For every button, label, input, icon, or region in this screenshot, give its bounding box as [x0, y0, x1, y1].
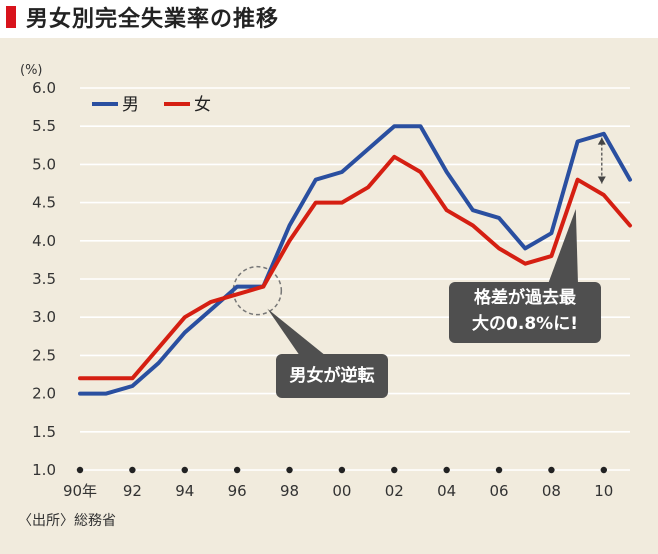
x-tick-dot [181, 466, 188, 474]
y-tick-label: 6.0 [32, 79, 56, 97]
y-tick-label: 3.5 [32, 270, 56, 288]
y-tick-label: 2.0 [32, 385, 56, 403]
legend: 男女 [92, 95, 211, 115]
x-tick-dot [233, 466, 241, 474]
gap-callout-pointer [548, 208, 578, 284]
y-tick-label: 1.5 [32, 423, 56, 441]
x-tick-label: 00 [332, 482, 351, 500]
y-axis-unit: (%) [20, 63, 43, 78]
series-lines [78, 124, 632, 396]
gridlines [80, 87, 630, 471]
crossover-callout-text: 男女が逆転 [289, 366, 375, 386]
x-tick-dot [129, 466, 136, 474]
y-tick-label: 2.5 [32, 346, 56, 364]
y-tick-label: 4.5 [32, 194, 56, 212]
x-tick-label: 06 [490, 482, 509, 500]
y-tick-label: 3.0 [32, 308, 56, 326]
x-tick-dot [391, 466, 398, 474]
annotations [232, 137, 606, 356]
y-tick-label: 5.5 [32, 117, 56, 135]
y-tick-label: 5.0 [32, 155, 56, 173]
crossover-highlight-circle [232, 265, 283, 316]
x-tick-dot [286, 466, 293, 474]
x-tick-label: 92 [123, 482, 142, 500]
x-tick-label: 96 [228, 482, 247, 500]
x-tick-label: 90年 [63, 482, 97, 500]
x-tick-dot [443, 466, 450, 474]
x-tick-label: 98 [280, 482, 299, 500]
series-line-female [78, 154, 632, 381]
title-accent-mark [6, 6, 16, 28]
y-tick-label: 4.0 [32, 232, 56, 250]
x-tick-label: 10 [594, 482, 613, 500]
gap-callout: 格差が過去最 大の0.8%に! [449, 282, 601, 343]
x-tick-label: 94 [175, 482, 194, 500]
x-tick-dot [76, 466, 84, 474]
x-tick-label: 08 [542, 482, 561, 500]
legend-label-male: 男 [122, 95, 139, 115]
gap-arrow-head-up [597, 137, 606, 145]
chart-title: 男女別完全失業率の推移 [26, 7, 280, 32]
gap-callout-line1: 格差が過去最 [474, 288, 576, 308]
series-line-male [78, 124, 632, 396]
source-note: 〈出所〉総務省 [18, 513, 116, 529]
crossover-callout: 男女が逆転 [276, 354, 388, 398]
y-axis: 1.0 1.5 2.0 2.5 3.0 3.5 4.0 4.5 5.0 5.5 6.0(%) [20, 63, 56, 479]
x-tick-label: 04 [437, 482, 456, 500]
x-tick-dot [600, 466, 608, 474]
legend-label-female: 女 [194, 95, 211, 115]
x-tick-dot [338, 466, 346, 474]
y-tick-label: 1.0 [32, 461, 56, 479]
gap-arrow-head-down [597, 176, 606, 184]
gap-callout-line2: 大の0.8%に! [472, 314, 578, 334]
x-tick-dot [495, 466, 503, 474]
crossover-callout-pointer [267, 308, 326, 356]
x-axis: 90年 92 94 96 98 00 02 04 06 08 10 [63, 466, 613, 500]
x-tick-dot [548, 466, 555, 474]
chart-title-bar: 男女別完全失業率の推移 [0, 0, 658, 34]
x-tick-label: 02 [385, 482, 404, 500]
